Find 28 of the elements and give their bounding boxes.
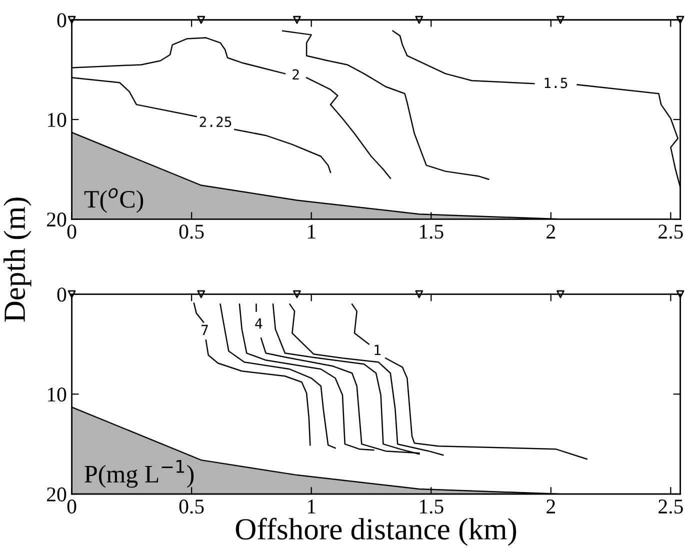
y-tick-label: 10 [48,112,66,127]
annotation: 1 [374,344,380,356]
x-tick-label: 1.5 [420,500,444,514]
x-tick-label: 1.5 [420,224,444,239]
x-tick-label: 2.5 [658,224,683,239]
y-tick-label: 20 [47,212,66,227]
x-tick-label: 1 [308,500,316,514]
annotation: 7 [202,324,208,336]
x-tick-label: 1 [308,224,316,238]
x-axis-title: Offshore distance (km) [236,518,516,546]
x-tick-label: 2.5 [658,500,683,514]
x-tick-label: 0 [67,500,76,514]
annotation: 1.5 [544,78,568,88]
x-tick-label: 2 [546,500,555,514]
annotation: 2 [292,69,299,80]
annotation: P(mg L$^{−1}$) [84,460,194,488]
y-tick-label: 0 [57,13,66,28]
y-tick-label: 20 [47,487,66,502]
x-tick-label: 0 [67,224,76,239]
annotation: 2.25 [200,116,232,128]
y-tick-label: 10 [48,388,66,402]
x-tick-label: 0.5 [179,500,204,514]
x-tick-label: 2 [546,224,555,238]
annotation: 4 [255,318,262,329]
annotation: T($^{o}$C) [84,188,144,213]
x-tick-label: 0.5 [179,224,204,239]
y-axis-title: Depth (m) [4,198,32,322]
y-tick-label: 0 [57,288,66,302]
